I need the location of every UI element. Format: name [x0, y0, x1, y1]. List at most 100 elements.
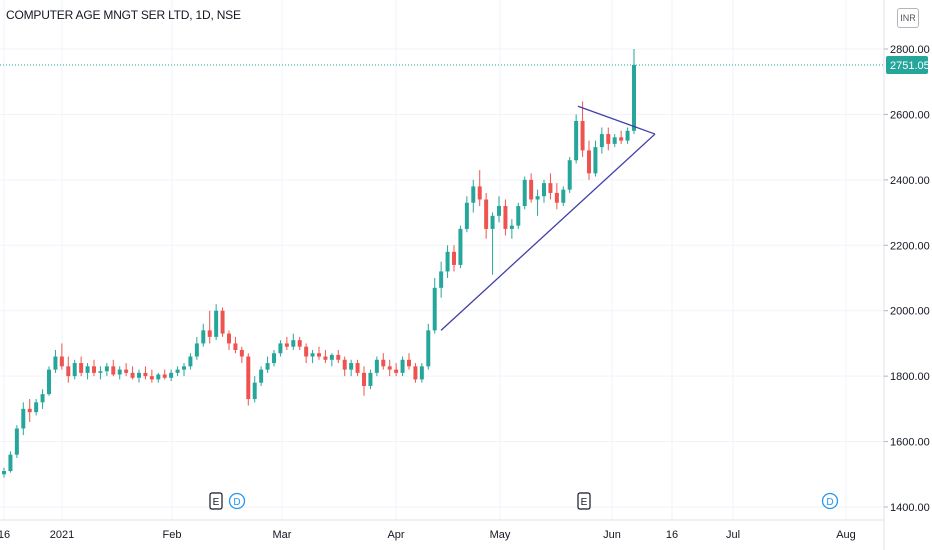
candle: [117, 366, 122, 380]
candle: [587, 140, 591, 180]
candle-body: [194, 343, 199, 357]
candle-body: [381, 359, 386, 367]
candle-body: [342, 359, 347, 370]
candle-body: [580, 120, 585, 151]
candle: [27, 399, 32, 422]
candle: [574, 114, 579, 164]
candle-body: [53, 356, 58, 370]
candle: [162, 369, 167, 380]
candle: [130, 366, 135, 380]
candle-body: [98, 371, 103, 373]
triangle-drawing[interactable]: [440, 105, 656, 331]
candle-body: [2, 471, 6, 475]
candle-body: [21, 408, 26, 429]
last-price-label: 2751.05: [890, 60, 930, 72]
candle-body: [625, 130, 630, 141]
candle: [317, 346, 321, 360]
candle-body: [272, 353, 276, 364]
candle: [368, 369, 373, 390]
candle-body: [310, 353, 315, 357]
candle-body: [156, 374, 161, 380]
candle-body: [574, 120, 579, 161]
price-tick-label: 1800.00: [890, 371, 930, 383]
candle-body: [143, 372, 148, 377]
price-tick-label: 2000.00: [890, 306, 930, 318]
candle: [490, 212, 495, 275]
time-tick-label: 2021: [50, 529, 74, 541]
candle: [374, 356, 379, 377]
currency-button[interactable]: INR: [897, 8, 919, 28]
candle: [111, 359, 116, 377]
candle: [201, 323, 206, 347]
candle: [175, 366, 180, 377]
candle: [452, 245, 456, 272]
chart-title: COMPUTER AGE MNGT SER LTD, 1D, NSE: [6, 8, 241, 22]
candle: [484, 192, 489, 239]
price-tick-label: 2200.00: [890, 240, 930, 252]
price-axis[interactable]: 1400.00 1600.00 1800.00 2000.00 2200.00 2400.…: [884, 44, 930, 514]
price-tick-label: 2400.00: [890, 175, 930, 187]
resistance-trendline[interactable]: [577, 105, 656, 135]
svg-text:D: D: [826, 497, 833, 508]
dividend-marker[interactable]: D: [228, 492, 246, 510]
candle: [297, 336, 302, 350]
candle: [464, 196, 469, 233]
candle: [98, 366, 103, 380]
candle: [362, 366, 366, 396]
candle-body: [214, 310, 219, 337]
candle: [2, 467, 6, 478]
candle-body: [419, 366, 424, 380]
candle-body: [554, 192, 559, 203]
candle-body: [477, 186, 482, 200]
candle-body: [259, 369, 264, 383]
candle: [445, 245, 450, 278]
earnings-marker[interactable]: E: [209, 492, 223, 510]
candle: [394, 363, 399, 377]
candle-body: [464, 202, 469, 229]
candle-body: [233, 343, 238, 350]
candle-body: [497, 206, 501, 216]
candle: [207, 310, 212, 344]
candle-body: [227, 333, 231, 344]
candle: [14, 425, 19, 458]
candle-body: [587, 150, 591, 174]
candle: [85, 363, 90, 380]
candle-body: [239, 349, 244, 357]
candle-body: [284, 343, 289, 347]
candle: [188, 353, 193, 370]
candle-body: [336, 354, 341, 360]
dividend-marker[interactable]: D: [821, 492, 839, 510]
candle-body: [317, 353, 321, 357]
candle-body: [355, 363, 360, 373]
time-tick-label: Jul: [726, 529, 740, 541]
candle-body: [400, 359, 405, 373]
candle: [220, 307, 225, 337]
candle-body: [509, 225, 514, 229]
candle-body: [445, 251, 450, 272]
time-tick-label: Mar: [273, 529, 292, 541]
candle: [182, 363, 186, 377]
candle: [477, 170, 482, 207]
candle: [137, 369, 141, 383]
candle: [284, 336, 289, 350]
candle-body: [104, 366, 109, 372]
candle-body: [85, 366, 90, 373]
candle: [432, 278, 437, 334]
candle-body: [458, 228, 463, 265]
candle-body: [374, 359, 379, 373]
candle-body: [265, 363, 270, 370]
candle-body: [593, 147, 598, 174]
time-tick-label: Aug: [836, 529, 856, 541]
earnings-marker[interactable]: E: [577, 492, 591, 510]
price-tick-label: 1400.00: [890, 502, 930, 514]
candle-body: [606, 134, 611, 144]
candle: [619, 130, 624, 144]
support-trendline[interactable]: [440, 133, 656, 331]
candle: [239, 346, 244, 364]
time-axis[interactable]: 16 2021 Feb Mar Apr May Jun 16 Jul Aug: [0, 529, 856, 541]
candle-body: [182, 366, 186, 370]
time-tick-label: May: [490, 529, 511, 541]
candle-body: [291, 340, 296, 347]
